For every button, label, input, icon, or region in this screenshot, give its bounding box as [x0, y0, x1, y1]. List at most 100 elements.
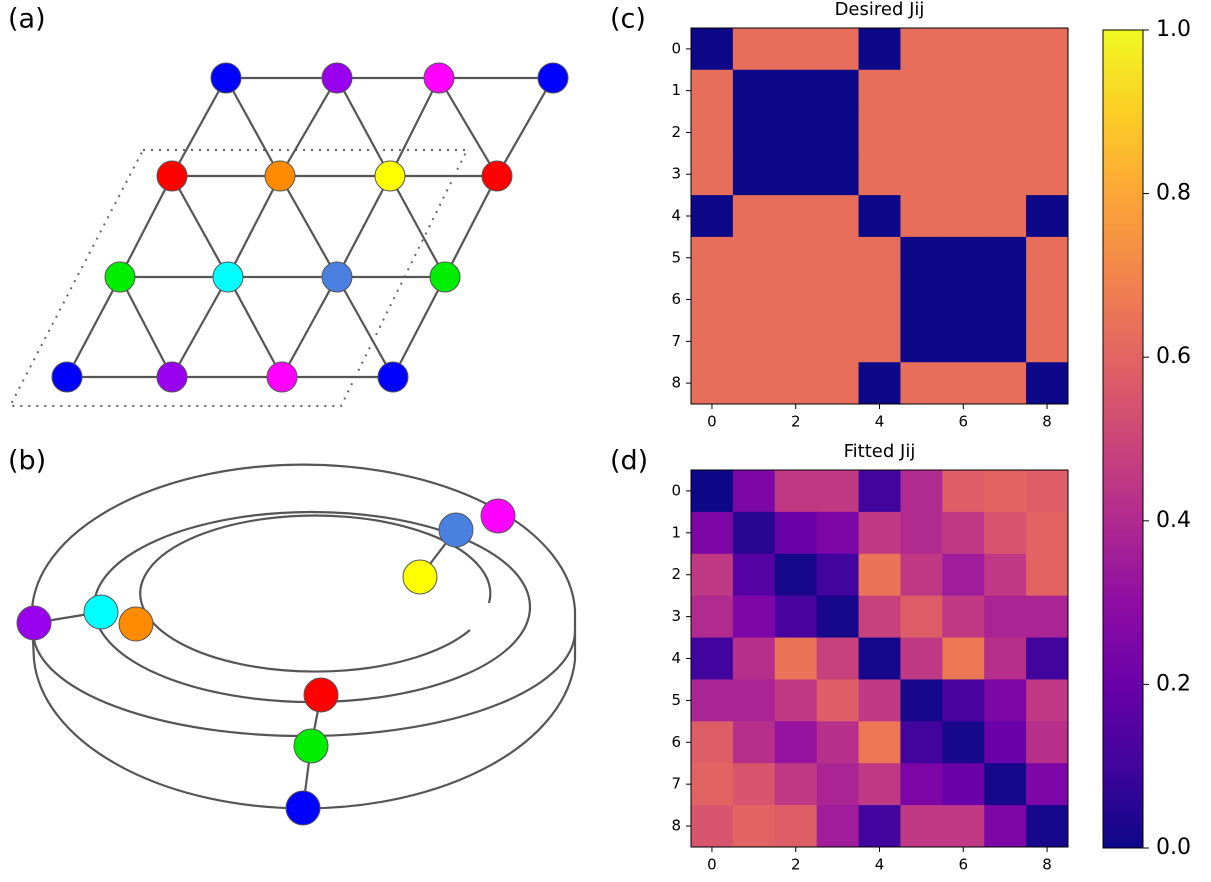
x-tick-label: 8	[1042, 413, 1052, 431]
heatmap-cell	[942, 553, 985, 597]
heatmap-cell	[900, 721, 943, 764]
heatmap-cell	[816, 320, 860, 363]
heatmap-cell	[732, 763, 776, 806]
heatmap-cell	[774, 637, 818, 680]
heatmap-cell	[1026, 153, 1069, 196]
heatmap-cell	[942, 278, 985, 321]
heatmap-cell	[858, 153, 901, 196]
heatmap-cell	[858, 637, 901, 680]
heatmap-cell	[942, 637, 985, 680]
heatmap-cell	[816, 637, 860, 680]
heatmap-cell	[774, 28, 818, 71]
node	[321, 261, 353, 293]
torus-diagram	[16, 463, 577, 826]
node	[83, 594, 119, 630]
heatmap-cell	[984, 153, 1027, 196]
heatmap-cell	[732, 805, 776, 848]
node	[321, 62, 353, 94]
y-tick-label: 7	[671, 332, 681, 350]
heatmap-cell	[984, 195, 1027, 238]
heatmap-cell	[1026, 595, 1069, 639]
heatmap-cell	[984, 805, 1027, 848]
colorbar-tick-label: 0.2	[1156, 671, 1191, 696]
heatmap-cell	[774, 721, 818, 764]
y-tick-label: 5	[671, 248, 681, 266]
heatmap-cell	[900, 511, 943, 555]
heatmap-cell	[732, 153, 776, 196]
heatmap-cell	[691, 278, 734, 321]
node	[402, 559, 438, 595]
heatmap-cell	[1026, 763, 1069, 806]
edge	[281, 276, 338, 378]
heatmap-cell	[984, 470, 1027, 513]
heatmap-cell	[858, 721, 901, 764]
heatmap-cell	[1026, 278, 1069, 321]
node	[293, 728, 329, 764]
edge	[392, 276, 446, 378]
heatmap-cell	[942, 362, 985, 405]
heatmap-cell	[984, 278, 1027, 321]
heatmap-cell	[984, 236, 1027, 280]
heatmap-cell	[942, 805, 985, 848]
x-tick-label: 4	[875, 856, 885, 874]
edge	[171, 276, 229, 378]
heatmap-cell	[816, 278, 860, 321]
heatmap-cell	[816, 679, 860, 722]
edge	[336, 77, 391, 177]
heatmap-cell	[858, 511, 901, 555]
y-tick-label: 3	[671, 165, 681, 183]
x-tick-label: 6	[959, 856, 969, 874]
heatmap-cell	[1026, 195, 1069, 238]
edge	[389, 175, 446, 278]
heatmap-cell	[1026, 69, 1069, 113]
x-tick-label: 0	[707, 413, 717, 431]
torus-outline	[30, 610, 577, 810]
heatmap-cell	[816, 763, 860, 806]
heatmap-cell	[774, 805, 818, 848]
edge	[279, 175, 338, 278]
node	[303, 677, 339, 713]
edge	[336, 175, 391, 278]
heatmap-cell	[858, 553, 901, 597]
y-tick-label: 7	[671, 775, 681, 793]
heatmap-cell	[858, 320, 901, 363]
y-tick-label: 2	[671, 123, 681, 141]
colorbar-tick-label: 0.8	[1156, 181, 1191, 206]
heatmap-cell	[774, 595, 818, 639]
heatmap-cell	[900, 553, 943, 597]
heatmap-cell	[900, 362, 943, 405]
heatmap-cell	[1026, 320, 1069, 363]
colorbar-tick-label: 0.6	[1156, 344, 1191, 369]
heatmap-cell	[858, 763, 901, 806]
heatmap-cell	[816, 153, 860, 196]
y-tick-label: 0	[671, 481, 681, 499]
heatmap-cell	[816, 195, 860, 238]
heatmap-cell	[774, 195, 818, 238]
torus-outline	[30, 463, 577, 621]
x-tick-label: 0	[707, 856, 717, 874]
heatmap-cell	[900, 153, 943, 196]
heatmap-cell	[942, 679, 985, 722]
heatmap-cell	[691, 69, 734, 113]
y-tick-label: 0	[671, 39, 681, 57]
heatmap-cell	[1026, 637, 1069, 680]
colorbar-tick-label: 1.0	[1156, 17, 1191, 42]
heatmaps: Desired Jij 0 2 4 6 8 0 1 2 3 4 5 6 7 8 Fitted Jij 0 2 4 6 8…	[671, 0, 1069, 874]
panel-label: (d)	[610, 446, 648, 477]
y-tick-label: 4	[671, 649, 681, 667]
heatmap-cell	[900, 69, 943, 113]
torus-outline	[32, 629, 577, 738]
node	[423, 62, 455, 94]
heatmap-cell	[816, 595, 860, 639]
heatmap-cell	[691, 320, 734, 363]
x-tick-label: 2	[791, 856, 801, 874]
heatmap-cell	[942, 236, 985, 280]
heatmap-cell	[774, 362, 818, 405]
edge	[279, 77, 338, 177]
y-tick-label: 1	[671, 523, 681, 541]
heatmap-cell	[774, 153, 818, 196]
node	[266, 361, 298, 393]
heatmap-cell	[984, 69, 1027, 113]
heatmap-cell	[691, 805, 734, 848]
heatmap-cell	[942, 595, 985, 639]
